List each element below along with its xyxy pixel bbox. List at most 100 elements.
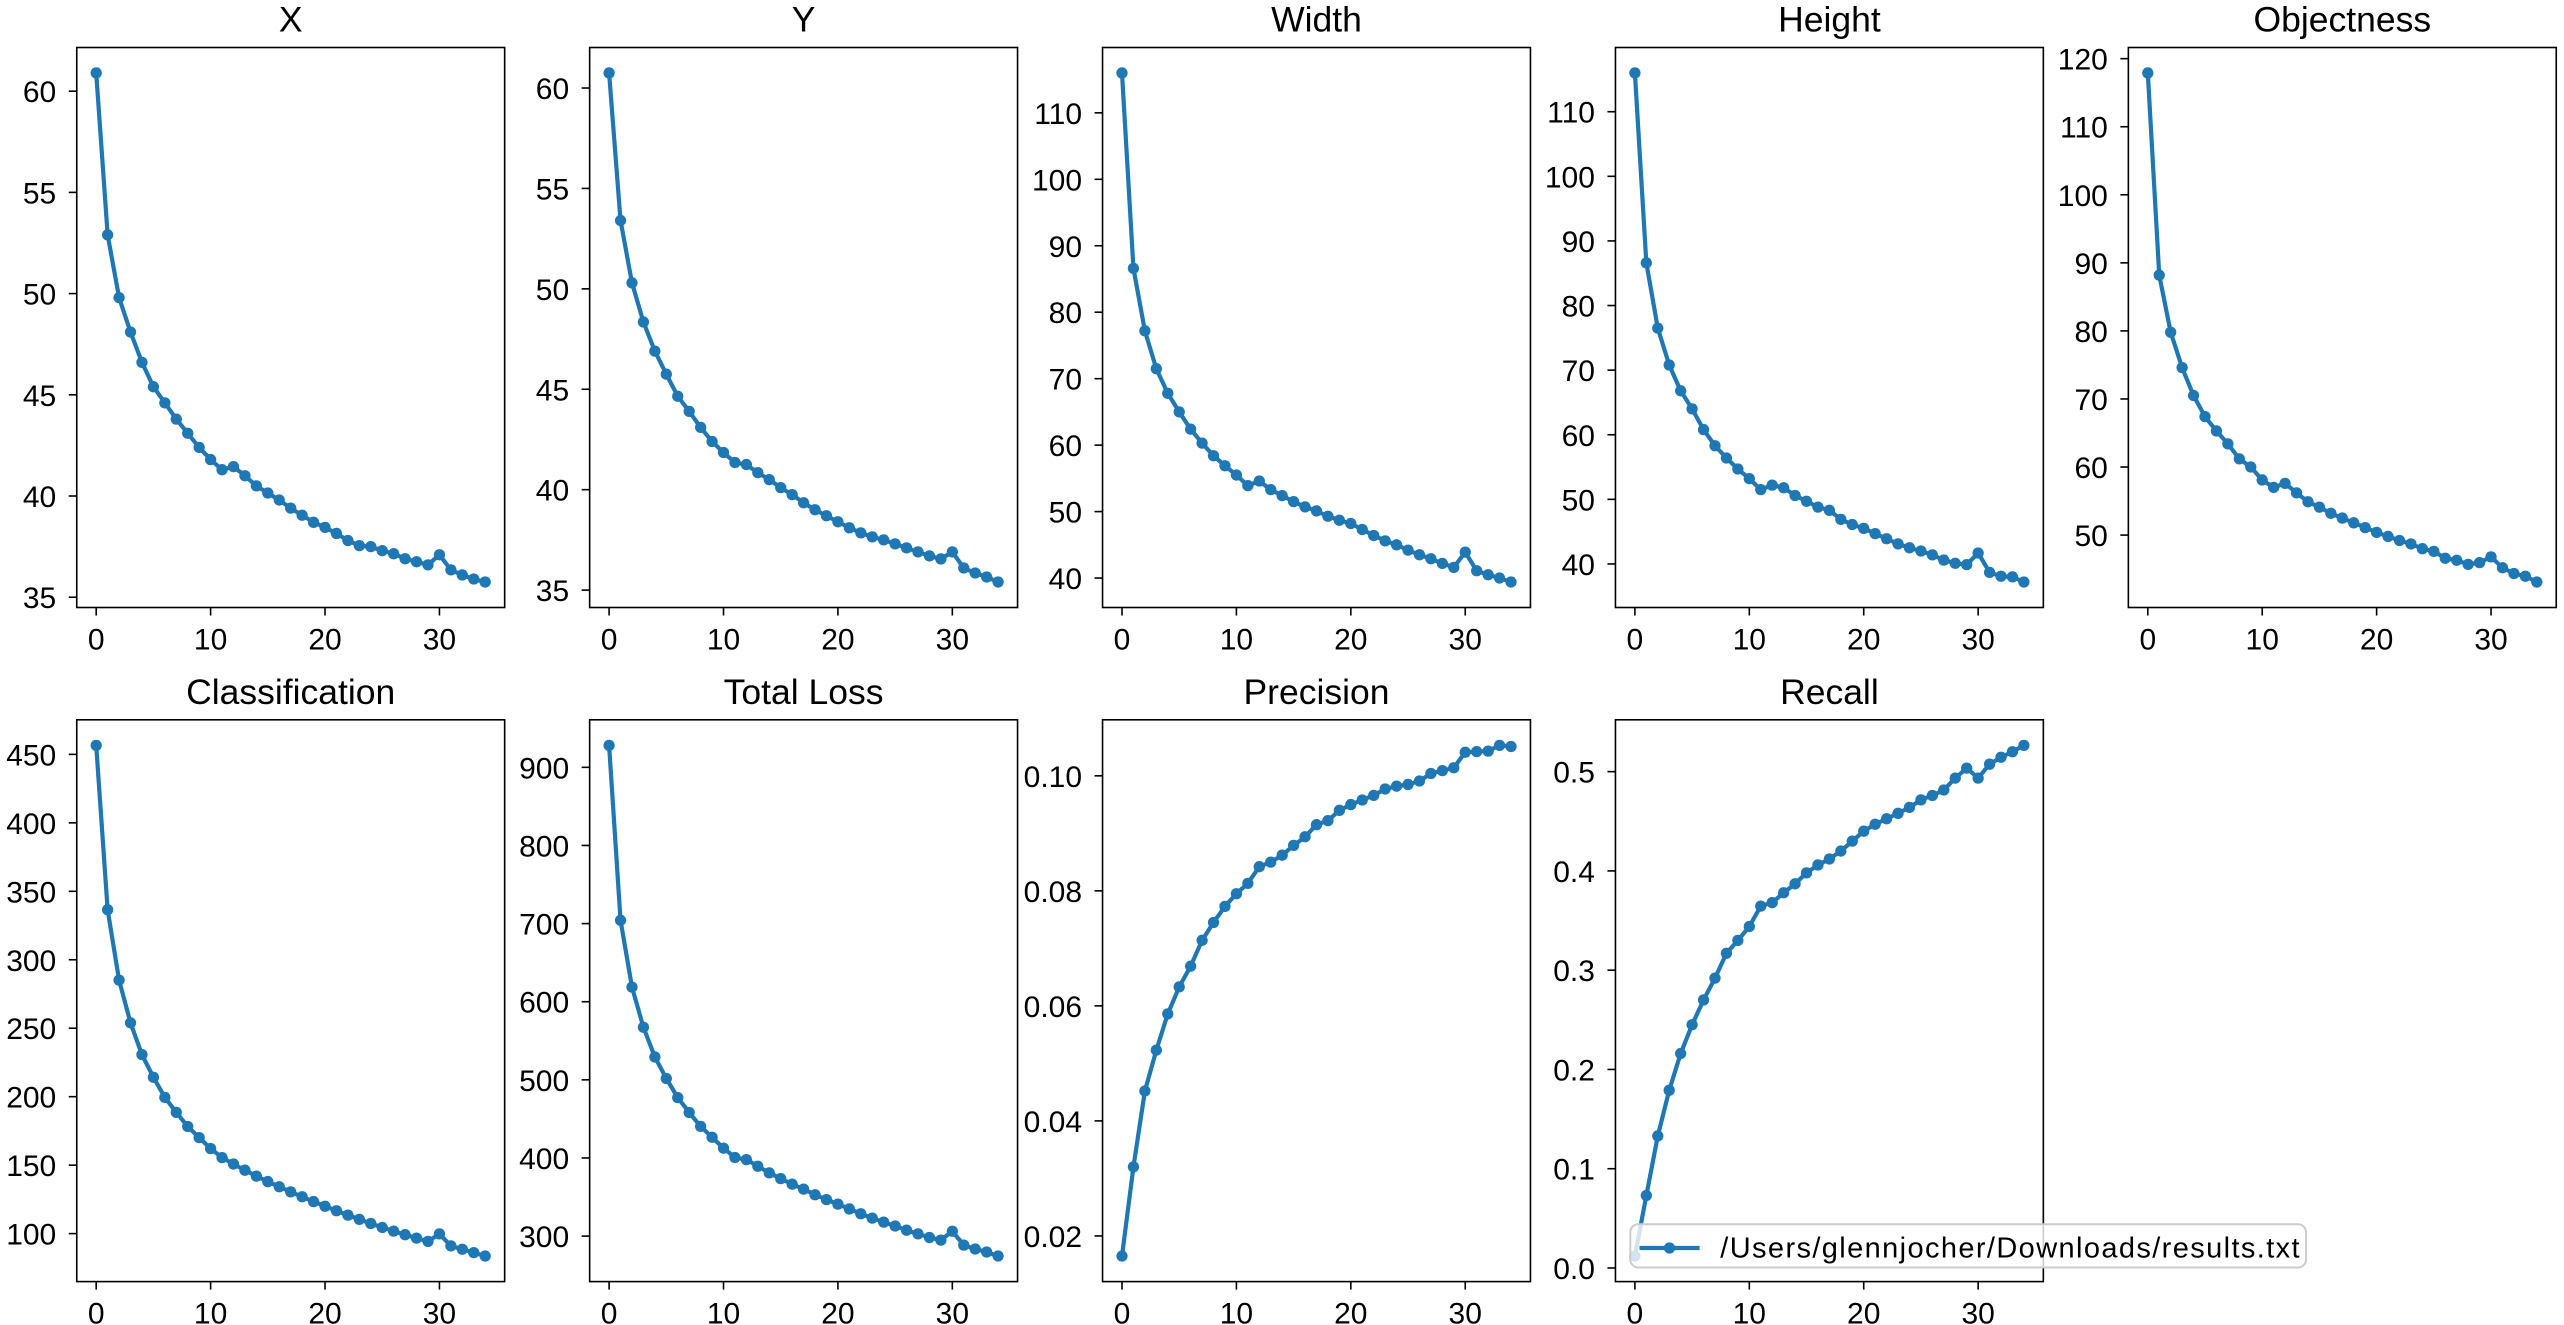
svg-text:30: 30 — [936, 1298, 969, 1325]
svg-text:900: 900 — [519, 752, 569, 785]
svg-text:50: 50 — [1049, 497, 1082, 530]
svg-text:20: 20 — [1847, 624, 1880, 657]
svg-text:10: 10 — [707, 1298, 740, 1325]
svg-text:20: 20 — [1847, 1298, 1880, 1325]
svg-text:60: 60 — [1049, 430, 1082, 463]
svg-text:0: 0 — [1114, 624, 1131, 657]
svg-text:20: 20 — [1334, 1298, 1367, 1325]
svg-text:0: 0 — [2139, 624, 2156, 657]
svg-text:0.0: 0.0 — [1553, 1253, 1595, 1286]
svg-text:30: 30 — [1449, 1298, 1482, 1325]
svg-text:0.02: 0.02 — [1024, 1221, 1082, 1254]
svg-text:0.08: 0.08 — [1024, 876, 1082, 909]
svg-text:30: 30 — [936, 624, 969, 657]
svg-text:55: 55 — [536, 173, 569, 206]
svg-text:0: 0 — [601, 624, 618, 657]
svg-text:10: 10 — [1733, 624, 1766, 657]
svg-text:X: X — [279, 0, 303, 40]
svg-text:Classification: Classification — [186, 672, 395, 712]
svg-text:0: 0 — [1627, 1298, 1644, 1325]
svg-text:10: 10 — [194, 624, 227, 657]
svg-text:35: 35 — [536, 575, 569, 608]
svg-text:90: 90 — [1049, 231, 1082, 264]
svg-text:50: 50 — [23, 279, 56, 312]
svg-text:30: 30 — [1449, 624, 1482, 657]
svg-text:0: 0 — [1114, 1298, 1131, 1325]
svg-text:0.10: 0.10 — [1024, 761, 1082, 794]
svg-text:30: 30 — [1961, 624, 1994, 657]
svg-text:Total Loss: Total Loss — [724, 672, 884, 712]
svg-text:120: 120 — [2058, 44, 2108, 77]
svg-text:60: 60 — [536, 73, 569, 106]
svg-text:110: 110 — [1547, 97, 1595, 130]
svg-text:60: 60 — [23, 76, 56, 109]
svg-text:50: 50 — [2074, 520, 2107, 553]
svg-text:0.04: 0.04 — [1024, 1106, 1082, 1139]
svg-text:800: 800 — [519, 830, 569, 863]
svg-text:40: 40 — [1049, 563, 1082, 596]
svg-text:700: 700 — [519, 909, 569, 942]
svg-text:0: 0 — [88, 624, 105, 657]
svg-text:0: 0 — [601, 1298, 618, 1325]
svg-text:0.06: 0.06 — [1024, 991, 1082, 1024]
svg-text:100: 100 — [1032, 164, 1082, 197]
svg-text:400: 400 — [6, 808, 56, 841]
svg-text:300: 300 — [519, 1221, 569, 1254]
svg-text:20: 20 — [1334, 624, 1367, 657]
svg-text:40: 40 — [1562, 549, 1595, 582]
svg-text:70: 70 — [1562, 355, 1595, 388]
svg-text:100: 100 — [6, 1219, 56, 1252]
svg-text:Recall: Recall — [1780, 672, 1879, 712]
svg-text:80: 80 — [2074, 316, 2107, 349]
svg-text:250: 250 — [6, 1013, 56, 1046]
svg-text:30: 30 — [2474, 624, 2507, 657]
svg-text:/Users/glennjocher/Downloads/r: /Users/glennjocher/Downloads/results.txt — [1720, 1233, 2301, 1265]
svg-text:150: 150 — [6, 1150, 56, 1183]
svg-text:Height: Height — [1778, 0, 1881, 40]
svg-text:20: 20 — [2360, 624, 2393, 657]
svg-text:40: 40 — [23, 481, 56, 514]
svg-text:Y: Y — [792, 0, 816, 40]
svg-text:30: 30 — [1961, 1298, 1994, 1325]
svg-text:110: 110 — [2060, 112, 2108, 145]
svg-text:30: 30 — [423, 624, 456, 657]
svg-text:10: 10 — [194, 1298, 227, 1325]
svg-text:0: 0 — [88, 1298, 105, 1325]
svg-text:20: 20 — [308, 624, 341, 657]
svg-text:10: 10 — [1220, 624, 1253, 657]
svg-text:80: 80 — [1562, 291, 1595, 324]
svg-text:0: 0 — [1627, 624, 1644, 657]
svg-text:600: 600 — [519, 987, 569, 1020]
svg-text:40: 40 — [536, 475, 569, 508]
svg-text:0.1: 0.1 — [1553, 1154, 1595, 1187]
svg-text:500: 500 — [519, 1065, 569, 1098]
svg-text:100: 100 — [1545, 161, 1595, 194]
svg-text:Objectness: Objectness — [2254, 0, 2432, 40]
svg-text:45: 45 — [536, 374, 569, 407]
svg-text:100: 100 — [2058, 180, 2108, 213]
svg-text:90: 90 — [2074, 248, 2107, 281]
svg-text:80: 80 — [1049, 297, 1082, 330]
svg-text:90: 90 — [1562, 226, 1595, 259]
svg-text:60: 60 — [1562, 420, 1595, 453]
svg-text:10: 10 — [1220, 1298, 1253, 1325]
svg-text:20: 20 — [821, 624, 854, 657]
svg-text:50: 50 — [1562, 484, 1595, 517]
svg-text:30: 30 — [423, 1298, 456, 1325]
svg-text:400: 400 — [519, 1143, 569, 1176]
svg-text:0.3: 0.3 — [1553, 955, 1595, 988]
svg-text:35: 35 — [23, 582, 56, 615]
svg-text:10: 10 — [2246, 624, 2279, 657]
svg-text:70: 70 — [2074, 384, 2107, 417]
svg-text:Precision: Precision — [1243, 672, 1389, 712]
svg-text:55: 55 — [23, 177, 56, 210]
svg-text:200: 200 — [6, 1082, 56, 1115]
svg-text:0.2: 0.2 — [1553, 1054, 1595, 1087]
svg-text:70: 70 — [1049, 364, 1082, 397]
svg-text:60: 60 — [2074, 452, 2107, 485]
svg-text:50: 50 — [536, 274, 569, 307]
svg-text:110: 110 — [1034, 98, 1082, 131]
svg-text:10: 10 — [707, 624, 740, 657]
svg-text:0.4: 0.4 — [1553, 856, 1595, 889]
svg-text:350: 350 — [6, 876, 56, 909]
